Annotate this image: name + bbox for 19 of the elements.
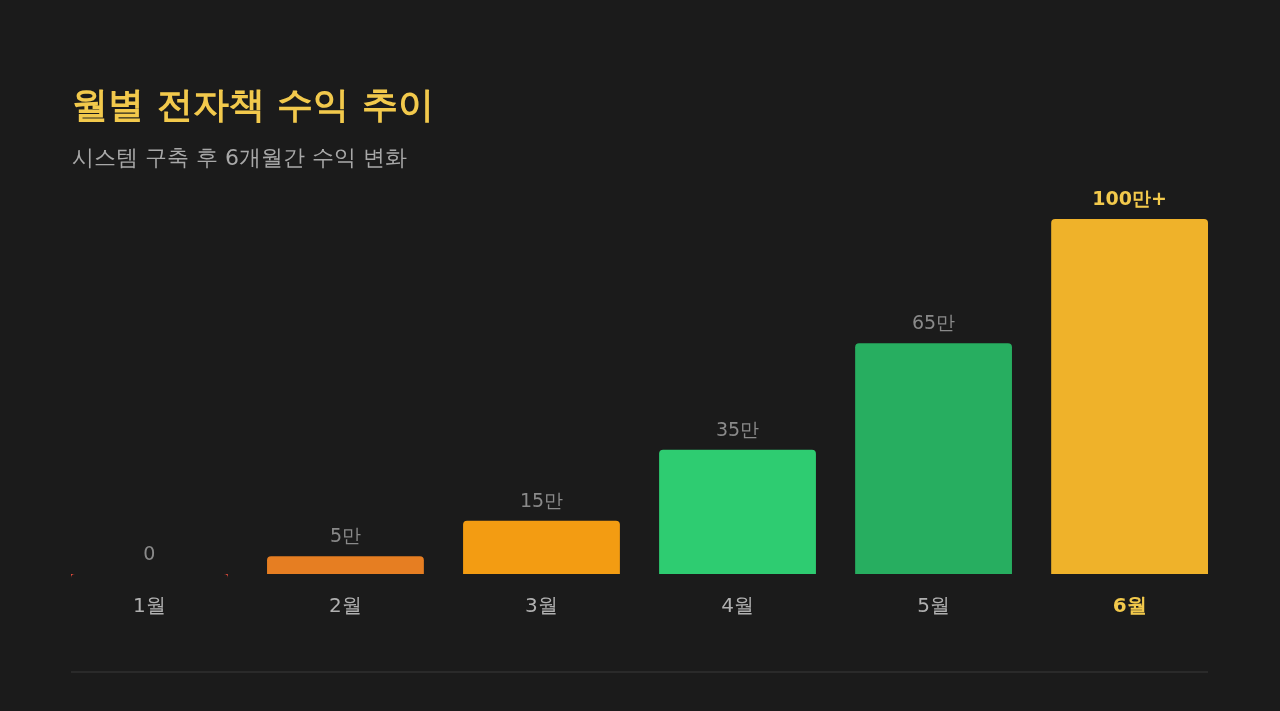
data-label: 5만 [329,524,361,547]
bar [1051,219,1208,574]
data-label: 15만 [519,488,564,511]
data-label: 0 [143,542,156,564]
x-tick-label: 6월 [1112,593,1147,617]
x-tick-label: 5월 [917,593,950,617]
data-label: 100만+ [1092,187,1167,209]
x-tick-label: 3월 [525,593,558,617]
bar [855,343,1012,574]
bar [463,520,620,574]
x-tick-label: 1월 [133,593,166,617]
x-tick-label: 4월 [721,593,754,617]
bar [659,449,816,574]
bar [267,556,424,574]
data-label: 35만 [715,417,760,440]
chart-title: 월별 전자책 수익 추이 [72,84,434,125]
data-label: 65만 [911,311,956,334]
x-tick-label: 2월 [329,593,362,617]
chart-subtitle: 시스템 구축 후 6개월간 수익 변화 [72,145,407,170]
